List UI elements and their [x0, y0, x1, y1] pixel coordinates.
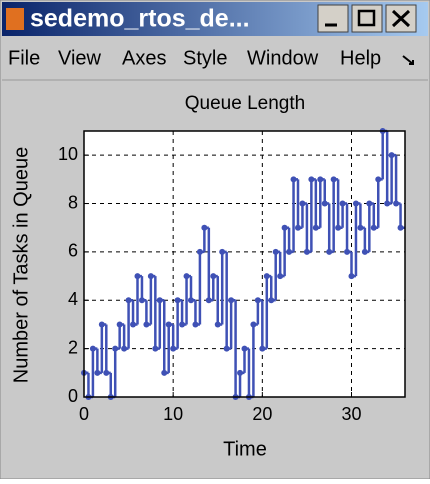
menu-item[interactable]: Window	[247, 47, 319, 69]
window-buttons	[317, 4, 417, 33]
x-axis-label: Time	[223, 438, 267, 460]
data-point	[277, 273, 284, 280]
data-point	[89, 345, 96, 352]
menu-arrow[interactable]	[402, 55, 414, 65]
data-point	[98, 321, 105, 328]
data-point	[388, 152, 395, 159]
data-point	[352, 200, 359, 207]
data-point	[134, 273, 141, 280]
data-point	[393, 200, 400, 207]
chart-title: Queue Length	[185, 93, 305, 114]
data-point	[375, 176, 382, 183]
data-point	[344, 248, 351, 255]
close-icon	[391, 9, 411, 28]
data-point	[165, 321, 172, 328]
data-point	[268, 297, 275, 304]
data-point	[125, 297, 132, 304]
data-point	[295, 224, 301, 231]
data-point	[223, 345, 230, 352]
data-point	[299, 200, 306, 207]
menu-item[interactable]: File	[8, 47, 40, 69]
data-point	[161, 369, 168, 376]
data-point	[241, 345, 248, 352]
data-point	[219, 248, 226, 255]
data-point	[312, 224, 319, 231]
menu-bar: File View Axes Style Window Help	[8, 47, 381, 69]
x-tick-label: 10	[163, 404, 183, 424]
data-point	[121, 345, 128, 352]
y-tick-label: 4	[68, 289, 78, 309]
data-point	[250, 321, 257, 328]
data-point	[192, 321, 199, 328]
data-point	[361, 248, 368, 255]
data-point	[237, 369, 244, 376]
data-point	[281, 224, 288, 231]
menu-item[interactable]: Style	[183, 47, 227, 69]
plot-border	[83, 130, 406, 398]
data-point	[143, 321, 150, 328]
data-point	[357, 224, 364, 231]
data-point	[174, 297, 181, 304]
data-point	[138, 297, 145, 304]
data-point	[335, 224, 342, 231]
data-point	[156, 297, 163, 304]
data-point	[286, 248, 293, 255]
data-point	[205, 297, 212, 304]
y-tick-label: 0	[68, 386, 78, 406]
data-point	[152, 345, 159, 352]
data-point	[103, 369, 110, 376]
data-point	[214, 321, 221, 328]
data-point	[112, 345, 119, 352]
y-axis-label: Number of Tasks in Queue	[10, 147, 32, 383]
data-point	[330, 176, 337, 183]
data-point	[370, 224, 377, 231]
data-point	[188, 297, 194, 304]
data-point	[303, 248, 310, 255]
y-tick-label: 2	[68, 337, 78, 357]
data-point	[290, 176, 297, 183]
maximize-button[interactable]	[351, 4, 383, 33]
x-tick-label: 20	[252, 404, 272, 424]
data-point	[272, 248, 279, 255]
data-point	[384, 200, 391, 207]
data-point	[326, 248, 333, 255]
data-point	[366, 200, 373, 207]
data-point	[94, 369, 101, 376]
x-tick-label: 30	[341, 404, 361, 424]
data-point	[263, 273, 270, 280]
y-tick-label: 10	[58, 144, 78, 164]
minimize-button[interactable]	[317, 4, 349, 33]
y-tick-label: 6	[68, 241, 78, 261]
menu-item[interactable]: View	[58, 47, 102, 69]
x-tick-label: 0	[79, 404, 89, 424]
data-point	[196, 248, 203, 255]
data-point	[170, 345, 177, 352]
data-point	[116, 321, 123, 328]
data-point	[179, 321, 186, 328]
data-point	[348, 273, 355, 280]
data-point	[201, 224, 208, 231]
app-icon	[6, 8, 24, 30]
y-tick-label: 8	[68, 192, 78, 212]
data-point	[130, 321, 137, 328]
data-point	[397, 224, 404, 231]
plot: 0 2 4 6 8 10 0 10 20 30	[58, 128, 406, 424]
menu-item[interactable]: Help	[340, 47, 381, 69]
data-point	[147, 273, 154, 280]
data-point	[259, 345, 266, 352]
data-point	[228, 297, 235, 304]
data-point	[339, 200, 346, 207]
maximize-icon	[357, 9, 376, 27]
data-point	[308, 176, 315, 183]
data-point	[254, 297, 261, 304]
window-title: sedemo_rtos_de...	[30, 5, 250, 33]
menu-item[interactable]: Axes	[122, 47, 166, 69]
data-point	[317, 176, 324, 183]
data-point	[183, 273, 190, 280]
data-point	[210, 273, 217, 280]
data-point	[321, 200, 328, 207]
